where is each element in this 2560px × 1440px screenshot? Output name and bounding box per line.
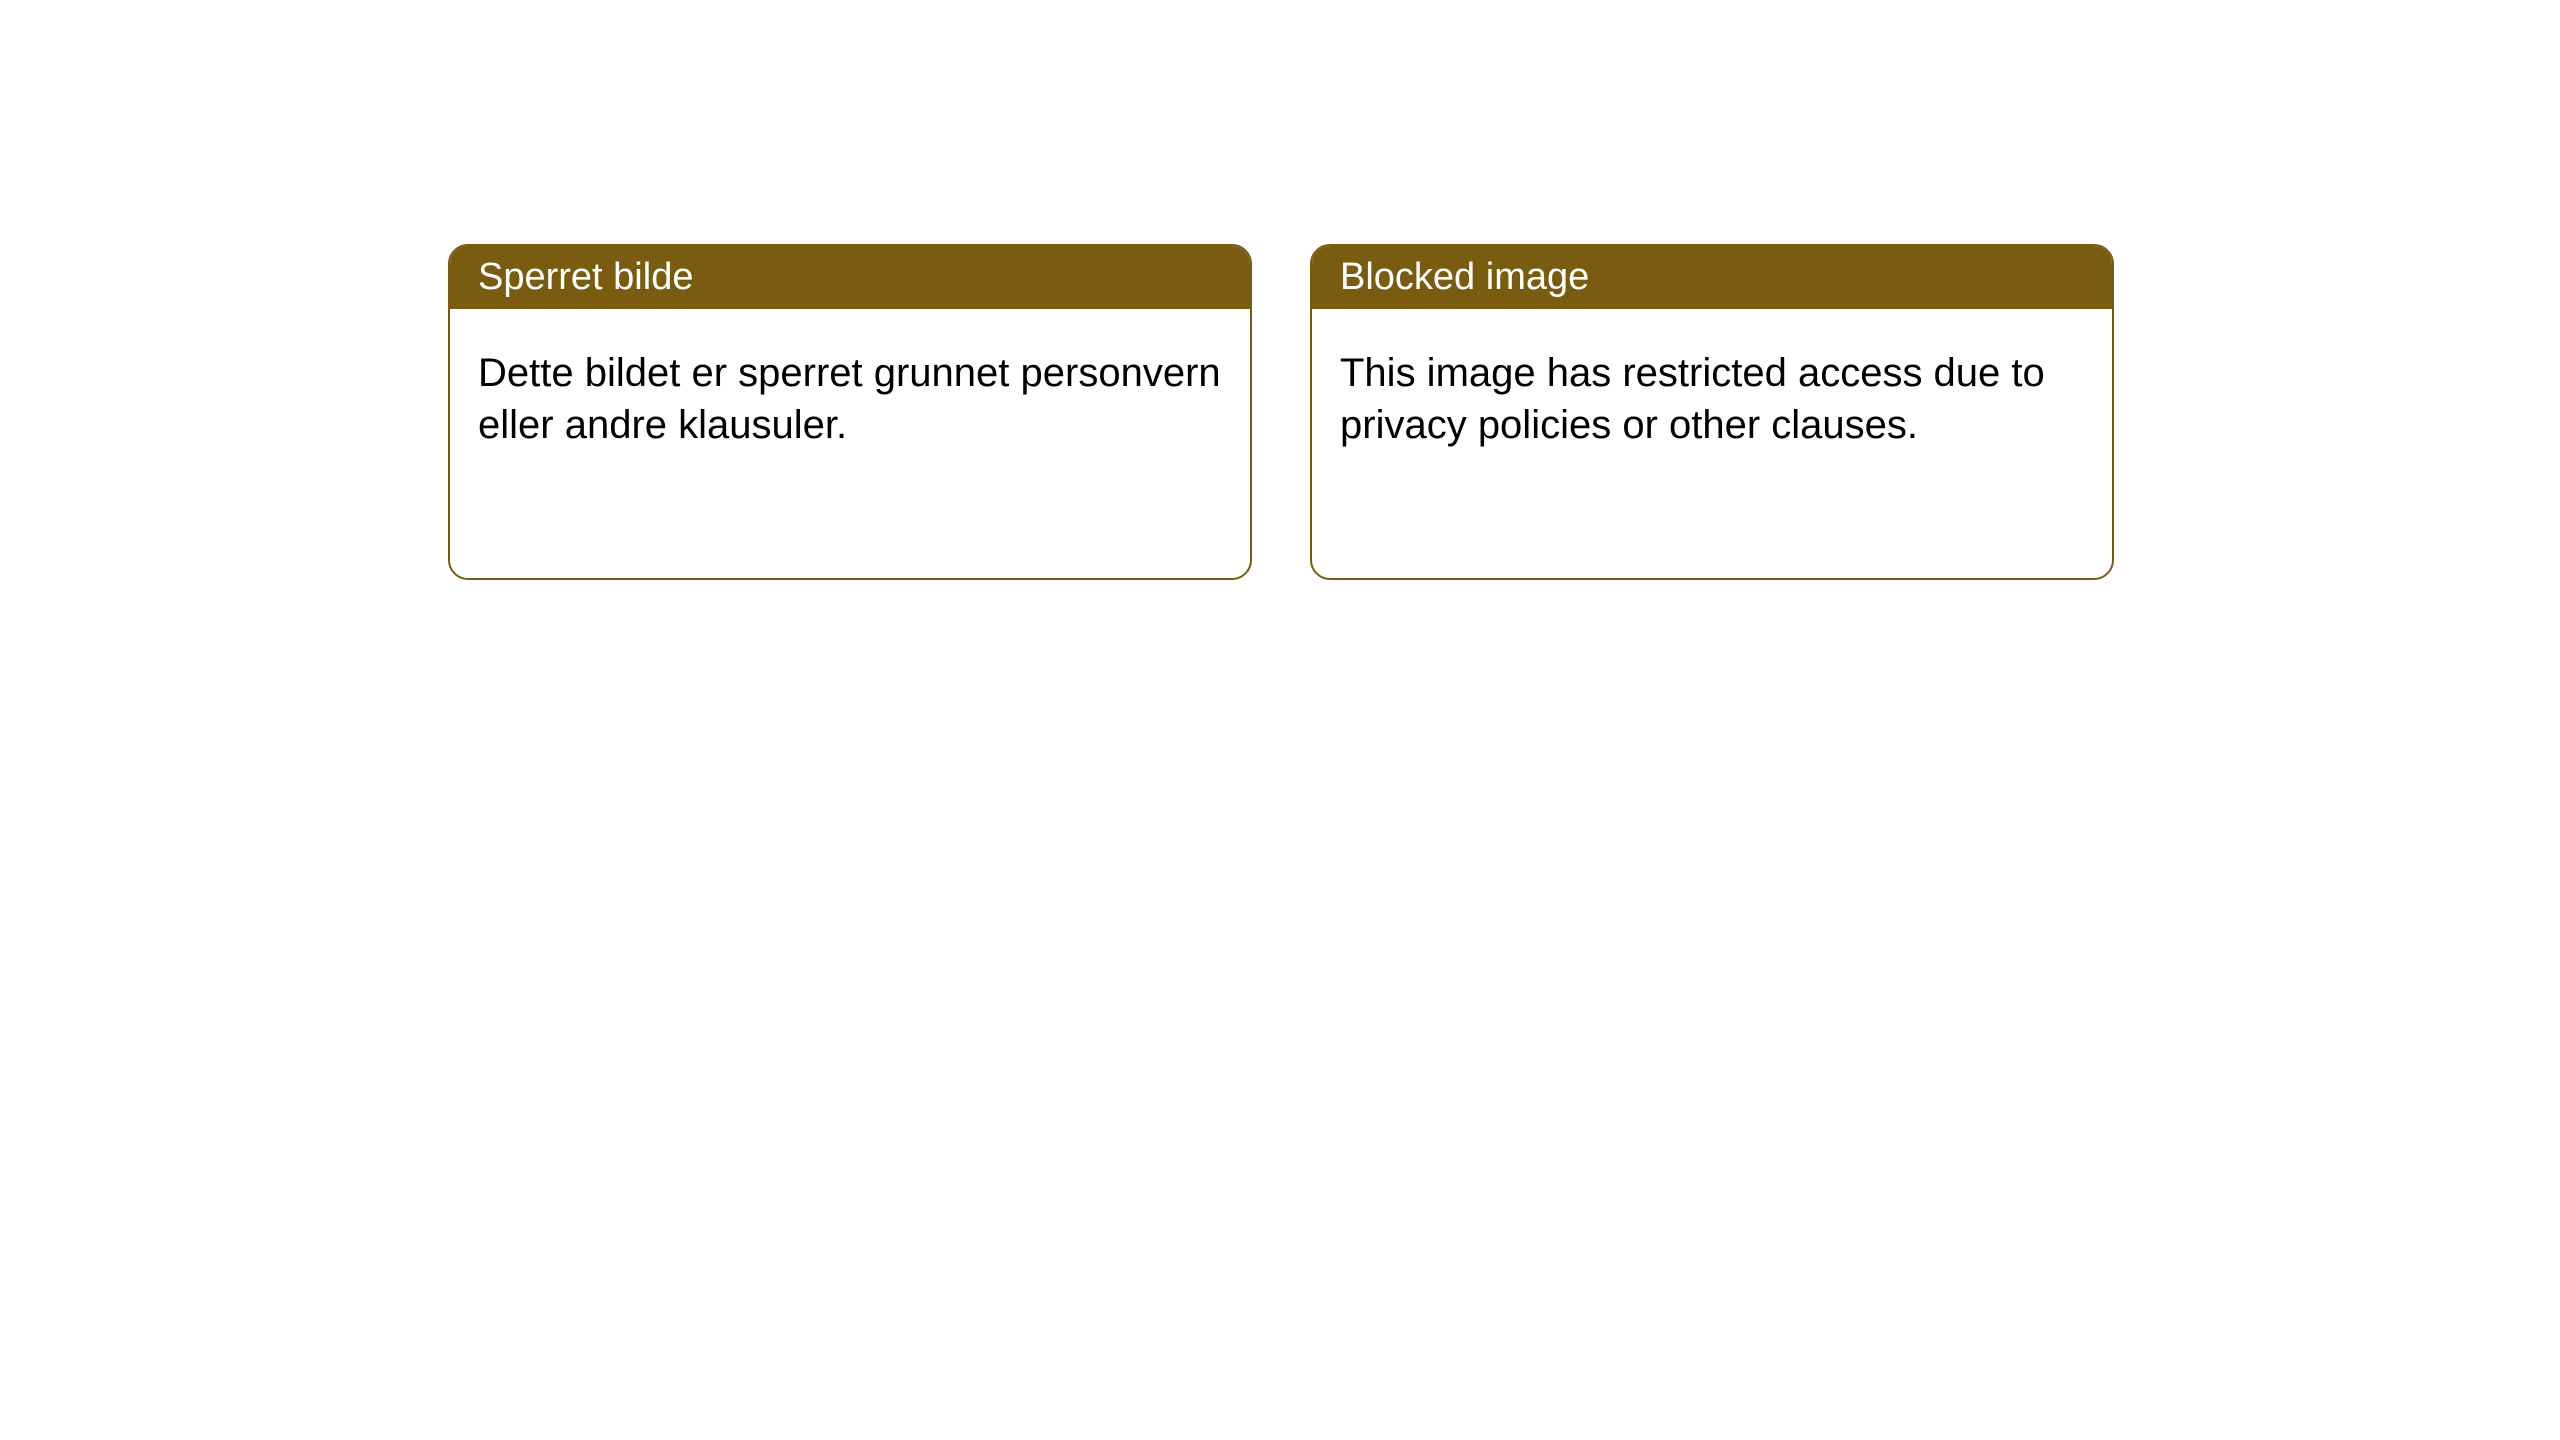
card-message: Dette bildet er sperret grunnet personve… [478, 351, 1221, 447]
card-message: This image has restricted access due to … [1340, 351, 2045, 447]
card-body: Dette bildet er sperret grunnet personve… [450, 309, 1250, 489]
card-body: This image has restricted access due to … [1312, 309, 2112, 489]
card-header: Sperret bilde [450, 246, 1250, 309]
notice-container: Sperret bilde Dette bildet er sperret gr… [0, 0, 2560, 580]
notice-card-english: Blocked image This image has restricted … [1310, 244, 2114, 580]
card-header: Blocked image [1312, 246, 2112, 309]
card-title: Sperret bilde [478, 256, 693, 298]
card-title: Blocked image [1340, 256, 1589, 298]
notice-card-norwegian: Sperret bilde Dette bildet er sperret gr… [448, 244, 1252, 580]
